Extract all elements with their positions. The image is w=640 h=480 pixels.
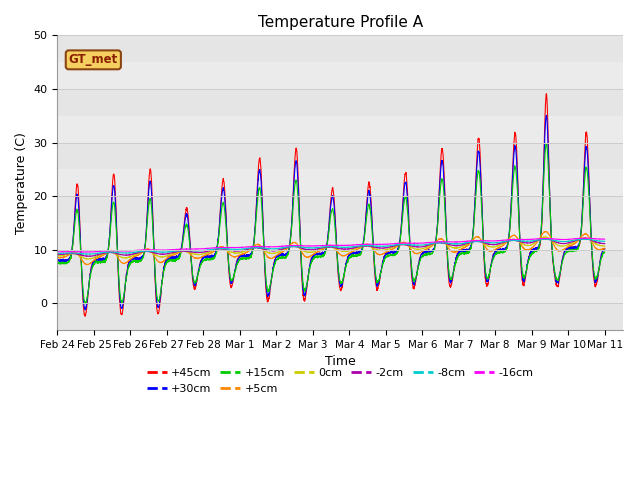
+15cm — [148, 219, 156, 225]
-2cm — [84, 253, 92, 259]
Line: 0cm: 0cm — [58, 237, 605, 259]
Line: +45cm: +45cm — [58, 94, 605, 316]
Bar — [58, 143, 623, 169]
-16cm — [83, 249, 90, 255]
+45cm — [601, 246, 609, 252]
0cm — [541, 234, 548, 240]
-2cm — [601, 240, 609, 246]
-16cm — [116, 248, 124, 254]
Bar — [58, 89, 623, 116]
Line: +5cm: +5cm — [58, 231, 605, 264]
0cm — [601, 243, 609, 249]
-2cm — [116, 252, 124, 257]
+45cm — [264, 299, 271, 305]
-16cm — [591, 236, 598, 241]
+15cm — [116, 291, 124, 297]
+15cm — [531, 249, 539, 254]
+15cm — [54, 260, 61, 266]
+30cm — [543, 112, 550, 118]
-8cm — [531, 238, 539, 243]
-16cm — [531, 236, 539, 242]
+5cm — [591, 243, 598, 249]
Line: +15cm: +15cm — [58, 144, 605, 304]
Y-axis label: Temperature (C): Temperature (C) — [15, 132, 28, 234]
-2cm — [264, 247, 271, 253]
+45cm — [81, 313, 89, 319]
0cm — [531, 240, 539, 245]
Bar — [58, 196, 623, 223]
-8cm — [148, 249, 156, 254]
+5cm — [601, 246, 609, 252]
-8cm — [264, 246, 271, 252]
Line: -16cm: -16cm — [58, 238, 605, 252]
-2cm — [54, 252, 61, 257]
+5cm — [83, 262, 91, 267]
Line: -8cm: -8cm — [58, 239, 605, 254]
+30cm — [531, 246, 539, 252]
-2cm — [591, 239, 598, 244]
+45cm — [148, 201, 156, 207]
+15cm — [264, 288, 271, 294]
Title: Temperature Profile A: Temperature Profile A — [258, 15, 423, 30]
+5cm — [531, 242, 539, 248]
-16cm — [582, 235, 589, 241]
+15cm — [287, 230, 295, 236]
+5cm — [542, 228, 550, 234]
-16cm — [148, 247, 156, 252]
Legend: +45cm, +30cm, +15cm, +5cm, 0cm, -2cm, -8cm, -16cm: +45cm, +30cm, +15cm, +5cm, 0cm, -2cm, -8… — [142, 364, 538, 398]
Bar — [58, 303, 623, 330]
+15cm — [81, 301, 89, 307]
+30cm — [81, 307, 89, 313]
+5cm — [264, 254, 271, 260]
-2cm — [287, 244, 295, 250]
-8cm — [116, 250, 124, 256]
0cm — [591, 240, 598, 246]
+15cm — [601, 249, 609, 255]
Text: GT_met: GT_met — [68, 53, 118, 66]
0cm — [148, 250, 156, 256]
-8cm — [601, 239, 609, 244]
0cm — [54, 253, 61, 259]
0cm — [264, 250, 271, 255]
+30cm — [601, 246, 609, 252]
+30cm — [116, 297, 124, 302]
+30cm — [591, 274, 598, 280]
+5cm — [287, 241, 295, 247]
+30cm — [54, 257, 61, 263]
Line: +30cm: +30cm — [58, 115, 605, 310]
Bar — [58, 36, 623, 62]
-2cm — [531, 239, 539, 244]
-8cm — [287, 244, 295, 250]
-16cm — [54, 249, 61, 255]
-8cm — [582, 236, 589, 241]
-16cm — [601, 236, 609, 242]
-16cm — [287, 243, 295, 249]
+5cm — [116, 258, 124, 264]
0cm — [287, 243, 295, 249]
+45cm — [543, 91, 550, 96]
+30cm — [287, 227, 295, 233]
-8cm — [591, 237, 598, 243]
0cm — [116, 253, 124, 259]
-16cm — [264, 244, 271, 250]
+45cm — [591, 278, 598, 284]
+30cm — [148, 207, 156, 213]
-2cm — [148, 250, 156, 255]
-8cm — [54, 251, 61, 256]
+5cm — [148, 250, 156, 256]
+45cm — [531, 246, 539, 252]
+30cm — [264, 293, 271, 299]
Bar — [58, 250, 623, 276]
+5cm — [54, 255, 61, 261]
+45cm — [287, 229, 295, 235]
-8cm — [84, 251, 92, 257]
+15cm — [591, 271, 598, 276]
+45cm — [54, 257, 61, 263]
X-axis label: Time: Time — [324, 355, 356, 369]
+15cm — [543, 141, 550, 146]
Line: -2cm: -2cm — [58, 239, 605, 256]
+45cm — [116, 303, 124, 309]
-2cm — [582, 236, 589, 241]
0cm — [84, 256, 92, 262]
